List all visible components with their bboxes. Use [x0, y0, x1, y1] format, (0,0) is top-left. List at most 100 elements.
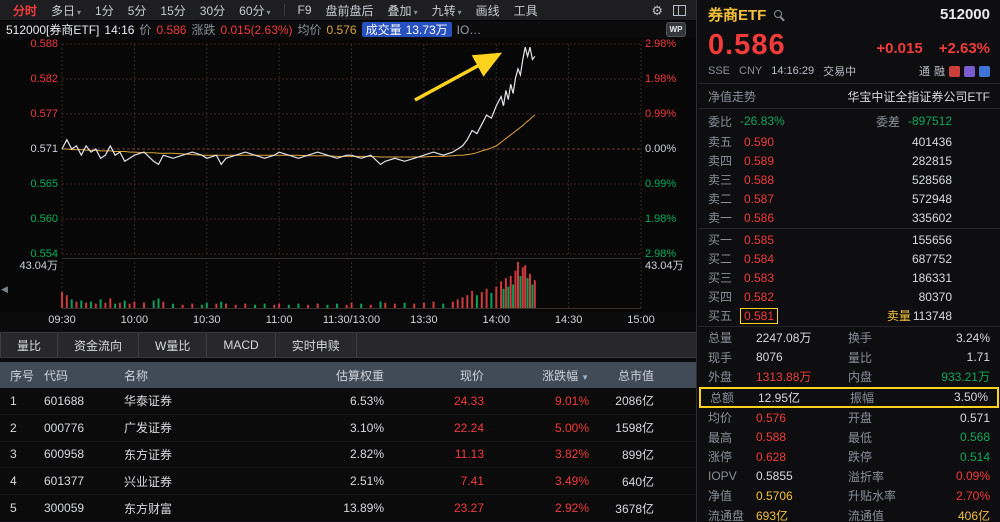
- tool-button-叠加[interactable]: 叠加 ▾: [387, 3, 418, 18]
- ob-price: 0.586: [744, 210, 775, 225]
- intraday-chart[interactable]: 0.588 0.582 0.577 0.571 0.565 0.560 0.554 2.98%…: [0, 38, 696, 312]
- bid-row[interactable]: 买一 0.585 155656: [698, 230, 1000, 249]
- ask-row[interactable]: 卖一 0.586 335602: [698, 208, 1000, 227]
- quote-price-row: 0.586 +0.015 +2.63%: [698, 26, 1000, 60]
- table-header-row: 序号 代码 名称 估算权重 现价 涨跌幅 ▼ 总市值: [0, 362, 696, 388]
- bid-row[interactable]: 买四 0.582 80370: [698, 287, 1000, 306]
- search-icon[interactable]: [774, 10, 783, 18]
- weicha-label: 委差: [875, 114, 900, 129]
- ob-price: 0.590: [744, 134, 775, 149]
- tool-button-盘前盘后[interactable]: 盘前盘后: [325, 3, 374, 18]
- stat-value: 8076: [756, 350, 783, 365]
- flag-icons: 通 融: [919, 63, 990, 79]
- tool-button-画线[interactable]: 画线: [475, 3, 500, 18]
- collapse-left-icon[interactable]: ◀: [1, 284, 8, 294]
- divider: [698, 83, 1000, 84]
- y-axis-price-label: 0.560: [30, 213, 58, 225]
- table-row[interactable]: 3 600958 东方证券 2.82% 11.13 3.82% 899亿: [0, 442, 696, 469]
- red-flag-icon[interactable]: [949, 65, 960, 77]
- tab-资金流向[interactable]: 资金流向: [58, 333, 140, 357]
- tool-button-九转[interactable]: 九转 ▾: [431, 3, 462, 18]
- purple-flag-icon[interactable]: [964, 65, 975, 77]
- tab-量比[interactable]: 量比: [0, 333, 59, 357]
- bid-row[interactable]: 买三 0.583 186331: [698, 268, 1000, 287]
- stat-label: 升贴水率: [848, 489, 897, 504]
- stat-label: 开盘: [848, 411, 873, 426]
- cell-change: 2.92%: [554, 501, 589, 516]
- tab-W量比[interactable]: W量比: [139, 333, 208, 357]
- stat-label: 涨停: [708, 450, 733, 465]
- view-button-1分[interactable]: 1分: [95, 3, 114, 18]
- bid-row[interactable]: 买五 0.581 卖量 113748: [698, 306, 1000, 325]
- avg-label: 均价: [297, 23, 322, 37]
- y-axis-price-label: 0.588: [30, 38, 58, 50]
- layout-panels-icon[interactable]: [673, 4, 686, 16]
- volume-label: 成交量: [365, 23, 402, 37]
- chart-info-bar: 512000[券商ETF] 14:16 价 0.586 涨跌 0.015(2.6…: [0, 21, 696, 38]
- divider: [698, 326, 1000, 327]
- cell-change: 3.82%: [554, 447, 589, 462]
- wp-watermark-icon: WP: [666, 22, 686, 37]
- stat-value: 693亿: [756, 509, 789, 522]
- view-button-60分[interactable]: 60分 ▾: [239, 3, 271, 18]
- y-axis-price-label: 0.571: [30, 143, 58, 155]
- view-button-分时[interactable]: 分时: [13, 3, 38, 18]
- stat-value: 0.628: [756, 449, 787, 464]
- table-row[interactable]: 1 601688 华泰证券 6.53% 24.33 9.01% 2086亿: [0, 388, 696, 415]
- header-no: 序号: [10, 368, 35, 383]
- x-axis-time-label: 14:00: [482, 314, 511, 326]
- ask-row[interactable]: 卖四 0.589 282815: [698, 151, 1000, 170]
- stat-row: 最高 0.588 最低 0.568: [698, 427, 1000, 447]
- blue-flag-icon[interactable]: [979, 65, 990, 77]
- stat-value: 0.5855: [756, 469, 793, 484]
- bid-row[interactable]: 买二 0.584 687752: [698, 249, 1000, 268]
- quote-panel: 券商ETF 512000 0.586 +0.015 +2.63% SSE CNY…: [698, 0, 1000, 522]
- order-book: 卖五 0.590 401436 卖四 0.589 282815 卖三 0.588 528568 卖…: [698, 132, 1000, 325]
- view-button-多日[interactable]: 多日 ▾: [51, 3, 82, 18]
- ob-label: 卖二: [708, 192, 733, 206]
- view-button-15分[interactable]: 15分: [160, 3, 186, 18]
- cell-cap: 1598亿: [615, 421, 654, 436]
- header-change[interactable]: 涨跌幅 ▼: [542, 368, 589, 383]
- tool-button-工具[interactable]: 工具: [513, 3, 538, 18]
- cell-change: 5.00%: [554, 420, 589, 435]
- view-buttons: 分时 多日 ▾ 1分 5分 15分 30分 60分 ▾: [6, 2, 278, 19]
- chart-section: 分时 多日 ▾ 1分 5分 15分 30分 60分 ▾ F9 盘前盘后 叠加 ▾ 九转 ▾ 画线 工具 ⚙ 5…: [0, 0, 697, 522]
- ob-label: 买一: [708, 233, 733, 247]
- table-row[interactable]: 5 300059 东方财富 13.89% 23.27 2.92% 3678亿: [0, 495, 696, 522]
- ob-hover-tag: 卖量: [886, 309, 911, 323]
- volume-chip[interactable]: 成交量 13.73万: [361, 22, 452, 37]
- ask-row[interactable]: 卖五 0.590 401436: [698, 132, 1000, 151]
- gear-icon[interactable]: ⚙: [651, 2, 663, 18]
- stat-row: 外盘 1313.88万 内盘 933.21万: [698, 367, 1000, 387]
- table-row[interactable]: 4 601377 兴业证券 2.51% 7.41 3.49% 640亿: [0, 468, 696, 496]
- tab-实时申赎[interactable]: 实时申赎: [276, 333, 357, 357]
- weibi-value: -26.83%: [740, 114, 785, 128]
- tool-button-F9[interactable]: F9: [297, 3, 312, 17]
- price-change-pct: +2.63%: [938, 40, 990, 57]
- cell-cap: 2086亿: [615, 394, 654, 409]
- cell-price: 24.33: [453, 393, 484, 408]
- view-button-30分[interactable]: 30分: [199, 3, 226, 18]
- constituent-table: 序号 代码 名称 估算权重 现价 涨跌幅 ▼ 总市值 1 601688 华泰证券 6.5…: [0, 362, 696, 522]
- cell-code: 601688: [44, 393, 85, 408]
- stat-label: 外盘: [708, 370, 733, 385]
- cell-code: 600958: [44, 447, 85, 462]
- chart-canvas[interactable]: [0, 38, 697, 312]
- stat-label: 跌停: [848, 450, 873, 465]
- ask-row[interactable]: 卖二 0.587 572948: [698, 189, 1000, 208]
- sort-desc-icon[interactable]: ▼: [581, 372, 589, 382]
- view-button-5分[interactable]: 5分: [127, 3, 147, 18]
- nav-value: 华宝中证全指证券公司ETF: [847, 89, 990, 104]
- ask-row[interactable]: 卖三 0.588 528568: [698, 170, 1000, 189]
- tab-MACD[interactable]: MACD: [207, 333, 276, 357]
- truncated-field: IO…: [456, 22, 482, 37]
- header-cap: 总市值: [617, 368, 654, 383]
- x-axis-time-label: 14:30: [554, 314, 583, 326]
- weicha-value: -897512: [907, 114, 952, 128]
- stat-value: 2.70%: [955, 488, 990, 503]
- cell-price: 11.13: [454, 447, 484, 462]
- tong-badge: 通: [919, 66, 930, 78]
- table-row[interactable]: 2 000776 广发证券 3.10% 22.24 5.00% 1598亿: [0, 415, 696, 442]
- stat-row: 总额 12.95亿 振幅 3.50%: [699, 386, 999, 408]
